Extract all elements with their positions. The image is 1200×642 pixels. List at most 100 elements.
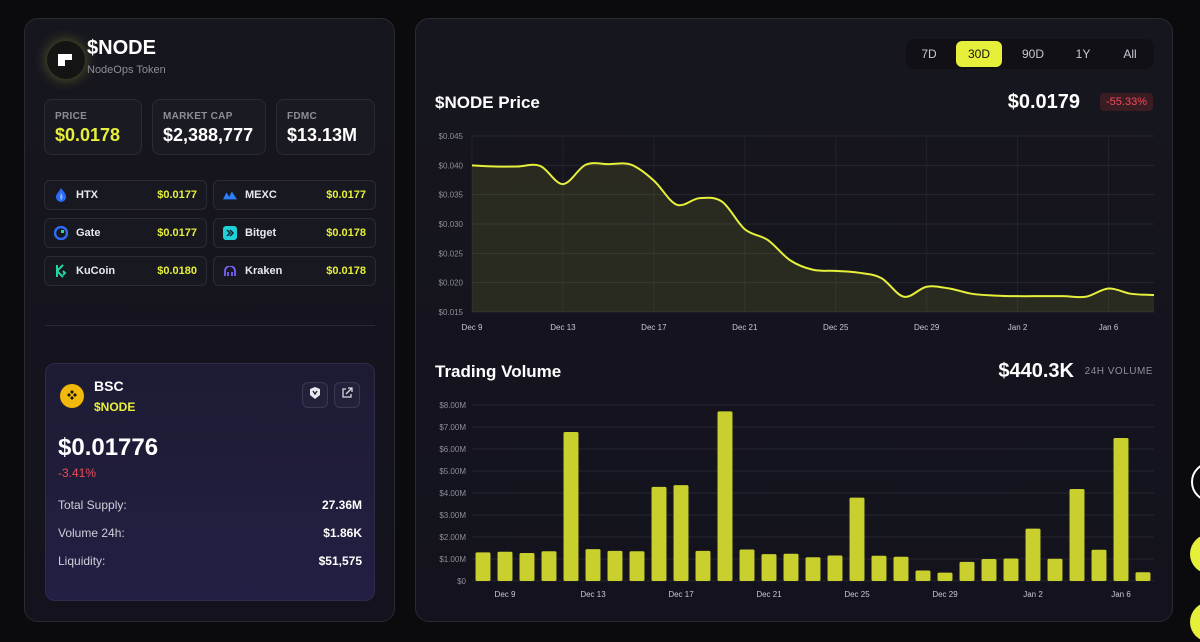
stat-value: $13.13M xyxy=(287,125,358,145)
y-tick-label: $0.015 xyxy=(439,308,464,317)
fdmc-stat-card: FDMC $13.13M xyxy=(276,99,375,155)
volume-bar xyxy=(673,485,689,581)
y-tick-label: $2.00M xyxy=(439,533,466,542)
exchange-name: HTX xyxy=(76,189,98,201)
exchange-mexc[interactable]: MEXC $0.0177 xyxy=(213,180,376,210)
total-supply-row: Total Supply: 27.36M xyxy=(58,498,362,512)
bsc-token-card: BSC $NODE $0.01776 -3.41% Total Supply: … xyxy=(45,363,375,601)
volume-bar xyxy=(827,555,843,581)
total-volume: $440.3K xyxy=(998,360,1074,382)
exchange-price: $0.0177 xyxy=(157,189,197,201)
open-external-button[interactable] xyxy=(334,382,360,408)
exchange-kucoin[interactable]: KuCoin $0.0180 xyxy=(44,256,207,286)
floating-action-button[interactable] xyxy=(1190,534,1200,574)
price-chart-title: $NODE Price xyxy=(435,93,540,112)
volume-label: 24H VOLUME xyxy=(1084,366,1153,377)
exchange-htx[interactable]: HTX $0.0177 xyxy=(44,180,207,210)
volume-bar xyxy=(717,411,733,581)
exchange-price: $0.0177 xyxy=(157,227,197,239)
nodeops-logo-icon xyxy=(47,41,85,79)
stat-label: FDMC xyxy=(287,111,318,122)
chain-price-change: -3.41% xyxy=(58,466,97,480)
token-name: NodeOps Token xyxy=(87,64,166,76)
volume-bar xyxy=(739,549,755,581)
gate-icon xyxy=(54,226,68,240)
x-tick-label: Dec 9 xyxy=(462,323,483,332)
volume-bar xyxy=(959,561,975,581)
x-tick-label: Dec 21 xyxy=(756,590,782,599)
timeframe-1y[interactable]: 1Y xyxy=(1075,47,1091,61)
explorer-logo-icon xyxy=(308,386,322,405)
row-label: Volume 24h: xyxy=(58,526,125,540)
volume-chart[interactable]: $0 $1.00M $2.00M $3.00M $4.00M $5.00M $6.00M $7… xyxy=(416,394,1174,614)
liquidity-row: Liquidity: $51,575 xyxy=(58,554,362,568)
bitget-icon xyxy=(223,226,237,240)
exchange-name: Gate xyxy=(76,227,101,239)
row-value: $1.86K xyxy=(323,526,362,540)
exchange-price: $0.0177 xyxy=(326,189,366,201)
volume-bar xyxy=(1025,528,1041,581)
chain-token-price: $0.01776 xyxy=(58,434,159,461)
y-tick-label: $8.00M xyxy=(439,401,466,410)
volume-bar xyxy=(1003,558,1019,581)
x-tick-label: Dec 17 xyxy=(668,590,694,599)
exchange-gate[interactable]: Gate $0.0177 xyxy=(44,218,207,248)
htx-icon xyxy=(54,188,68,202)
volume-bar xyxy=(1069,489,1085,581)
floating-button[interactable] xyxy=(1191,462,1200,502)
kraken-icon xyxy=(223,264,237,278)
row-value: 27.36M xyxy=(321,498,362,512)
y-tick-label: $0.030 xyxy=(439,220,464,229)
stat-value: $2,388,777 xyxy=(163,125,254,145)
price-chart[interactable]: $0.015 $0.020 $0.025 $0.030 $0.035 $0.040 $0.0… xyxy=(416,124,1174,354)
volume-bar xyxy=(1091,549,1107,581)
volume-bar xyxy=(519,553,535,581)
timeframe-7d[interactable]: 7D xyxy=(921,47,937,61)
x-tick-label: Dec 29 xyxy=(914,323,940,332)
exchange-bitget[interactable]: Bitget $0.0178 xyxy=(213,218,376,248)
volume-bar xyxy=(585,549,601,581)
bnb-chain-icon xyxy=(60,384,84,408)
volume-bar xyxy=(1113,438,1129,581)
timeframe-selector: 7D 30D 90D 1Y All xyxy=(906,39,1154,69)
y-tick-label: $0.020 xyxy=(439,279,464,288)
y-tick-label: $0.045 xyxy=(439,132,464,141)
exchange-price: $0.0180 xyxy=(157,265,197,277)
volume-bar xyxy=(915,570,931,581)
timeframe-all[interactable]: All xyxy=(1123,47,1137,61)
x-tick-label: Jan 2 xyxy=(1023,590,1043,599)
volume-bar xyxy=(981,559,997,581)
price-stat-card: PRICE $0.0178 xyxy=(44,99,142,155)
exchange-kraken[interactable]: Kraken $0.0178 xyxy=(213,256,376,286)
volume-bar xyxy=(761,554,777,581)
volume-bar xyxy=(629,551,645,581)
timeframe-30d[interactable]: 30D xyxy=(956,41,1002,67)
external-link-icon xyxy=(341,386,353,404)
mexc-icon xyxy=(223,188,237,202)
x-tick-label: Dec 9 xyxy=(495,590,516,599)
x-tick-label: Dec 29 xyxy=(932,590,958,599)
floating-action-button-2[interactable] xyxy=(1190,602,1200,642)
volume-24h-row: Volume 24h: $1.86K xyxy=(58,526,362,540)
x-tick-label: Dec 21 xyxy=(732,323,758,332)
price-line xyxy=(471,162,1155,299)
market-cap-stat-card: MARKET CAP $2,388,777 xyxy=(152,99,266,155)
y-tick-label: $6.00M xyxy=(439,445,466,454)
volume-bar xyxy=(805,557,821,581)
y-tick-label: $4.00M xyxy=(439,489,466,498)
timeframe-90d[interactable]: 90D xyxy=(1021,47,1044,61)
volume-chart-title: Trading Volume xyxy=(435,362,562,381)
price-area-fill xyxy=(472,163,1154,312)
price-change-badge: -55.33% xyxy=(1100,93,1153,111)
row-label: Liquidity: xyxy=(58,554,106,568)
exchange-name: Kraken xyxy=(245,265,283,277)
x-tick-label: Jan 6 xyxy=(1099,323,1119,332)
x-tick-label: Dec 17 xyxy=(641,323,667,332)
stat-value: $0.0178 xyxy=(55,125,121,145)
token-symbol: $NODE xyxy=(87,37,156,59)
explorer-button[interactable] xyxy=(302,382,328,408)
volume-bar xyxy=(849,497,865,581)
y-tick-label: $3.00M xyxy=(439,511,466,520)
current-price: $0.0179 xyxy=(1007,91,1080,113)
x-tick-label: Dec 13 xyxy=(550,323,576,332)
